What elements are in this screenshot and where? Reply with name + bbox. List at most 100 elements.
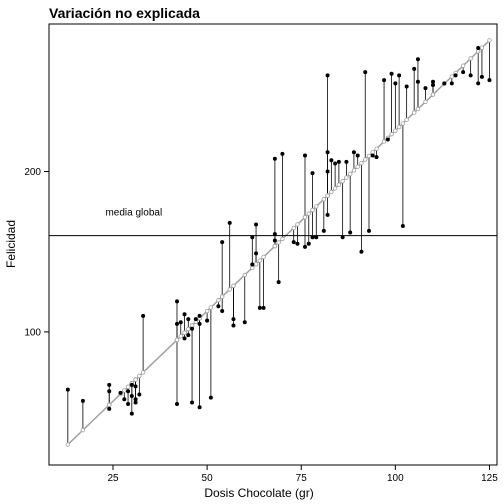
data-point: [431, 79, 435, 84]
fitted-point: [107, 402, 112, 408]
data-point: [453, 73, 458, 78]
data-point: [107, 382, 112, 387]
fitted-point: [280, 236, 285, 242]
data-point: [205, 318, 210, 323]
data-point: [397, 73, 402, 78]
data-point: [303, 153, 307, 158]
data-point: [227, 220, 232, 225]
data-point: [250, 235, 255, 240]
data-point: [129, 394, 134, 399]
fitted-point: [310, 207, 315, 213]
data-point: [363, 70, 368, 75]
fitted-point: [374, 146, 379, 151]
data-point: [280, 151, 285, 156]
data-point: [295, 241, 300, 246]
data-point: [254, 222, 259, 227]
data-point: [344, 159, 349, 164]
fitted-point: [415, 106, 421, 112]
data-point: [310, 235, 315, 240]
fitted-point: [321, 196, 327, 202]
fitted-point: [122, 388, 127, 393]
fitted-point: [487, 38, 492, 43]
fitted-point: [295, 222, 300, 227]
data-point: [431, 82, 435, 87]
fitted-point: [65, 442, 71, 447]
data-point: [479, 74, 484, 79]
fitted-point: [257, 258, 263, 263]
fitted-point: [404, 117, 409, 123]
data-point: [329, 158, 334, 163]
data-point: [348, 230, 353, 235]
data-point: [314, 235, 319, 240]
data-point: [291, 240, 296, 245]
chart-title: Variación no explicada: [49, 5, 200, 21]
data-point: [449, 81, 454, 86]
data-point: [325, 212, 330, 217]
fitted-point: [389, 132, 394, 137]
data-point: [461, 70, 466, 75]
data-point: [325, 73, 330, 78]
fitted-point: [359, 160, 364, 166]
data-point: [65, 387, 70, 392]
data-point: [370, 153, 375, 158]
data-point: [175, 321, 179, 326]
data-point: [80, 398, 85, 403]
data-point: [182, 312, 187, 317]
data-point: [220, 309, 225, 314]
plot-frame: [48, 23, 498, 466]
data-point: [141, 313, 146, 318]
x-axis-label: Dosis Chocolate (gr): [204, 486, 313, 500]
data-point: [340, 235, 345, 240]
data-point: [404, 84, 409, 89]
data-point: [190, 326, 195, 331]
y-axis-label: Felicidad: [4, 220, 18, 268]
fitted-point: [302, 215, 308, 220]
data-point: [333, 161, 338, 166]
fitted-point: [133, 377, 138, 382]
data-point: [231, 323, 236, 328]
data-point: [137, 392, 142, 397]
data-point: [122, 397, 127, 402]
fitted-point: [178, 334, 183, 339]
data-point: [389, 71, 394, 76]
fitted-point: [216, 298, 221, 303]
data-point: [133, 384, 138, 389]
fitted-point: [340, 178, 345, 184]
fitted-point: [329, 189, 334, 195]
data-point: [468, 73, 473, 78]
fitted-point: [468, 56, 473, 61]
data-point: [175, 402, 179, 407]
fitted-point: [272, 243, 278, 249]
data-point: [359, 249, 364, 254]
data-point: [325, 169, 330, 174]
data-point: [133, 397, 138, 402]
data-point: [336, 159, 341, 164]
x-tick-label: 50: [202, 473, 214, 484]
data-point: [231, 317, 236, 322]
plot-area: media global: [49, 38, 497, 447]
fitted-point: [208, 305, 214, 310]
data-point: [178, 320, 183, 325]
data-point: [242, 320, 247, 325]
fitted-point: [423, 99, 428, 104]
fitted-point: [355, 164, 360, 169]
fitted-point: [261, 254, 266, 260]
data-point: [423, 86, 428, 91]
fitted-point: [80, 427, 86, 433]
data-point: [216, 304, 221, 309]
data-point: [412, 66, 417, 71]
data-point: [126, 402, 131, 407]
fitted-point: [351, 168, 357, 173]
data-point: [186, 317, 191, 322]
data-point: [476, 81, 481, 86]
x-tick-label: 25: [107, 473, 119, 484]
x-axis: 25 50 75 100 125: [107, 465, 498, 484]
data-point: [129, 382, 134, 387]
fitted-point: [479, 45, 485, 50]
fitted-point: [227, 287, 232, 292]
data-point: [442, 81, 447, 86]
data-point: [310, 171, 315, 176]
x-tick-label: 75: [296, 473, 308, 484]
fitted-point: [253, 261, 259, 267]
data-point: [107, 406, 112, 411]
